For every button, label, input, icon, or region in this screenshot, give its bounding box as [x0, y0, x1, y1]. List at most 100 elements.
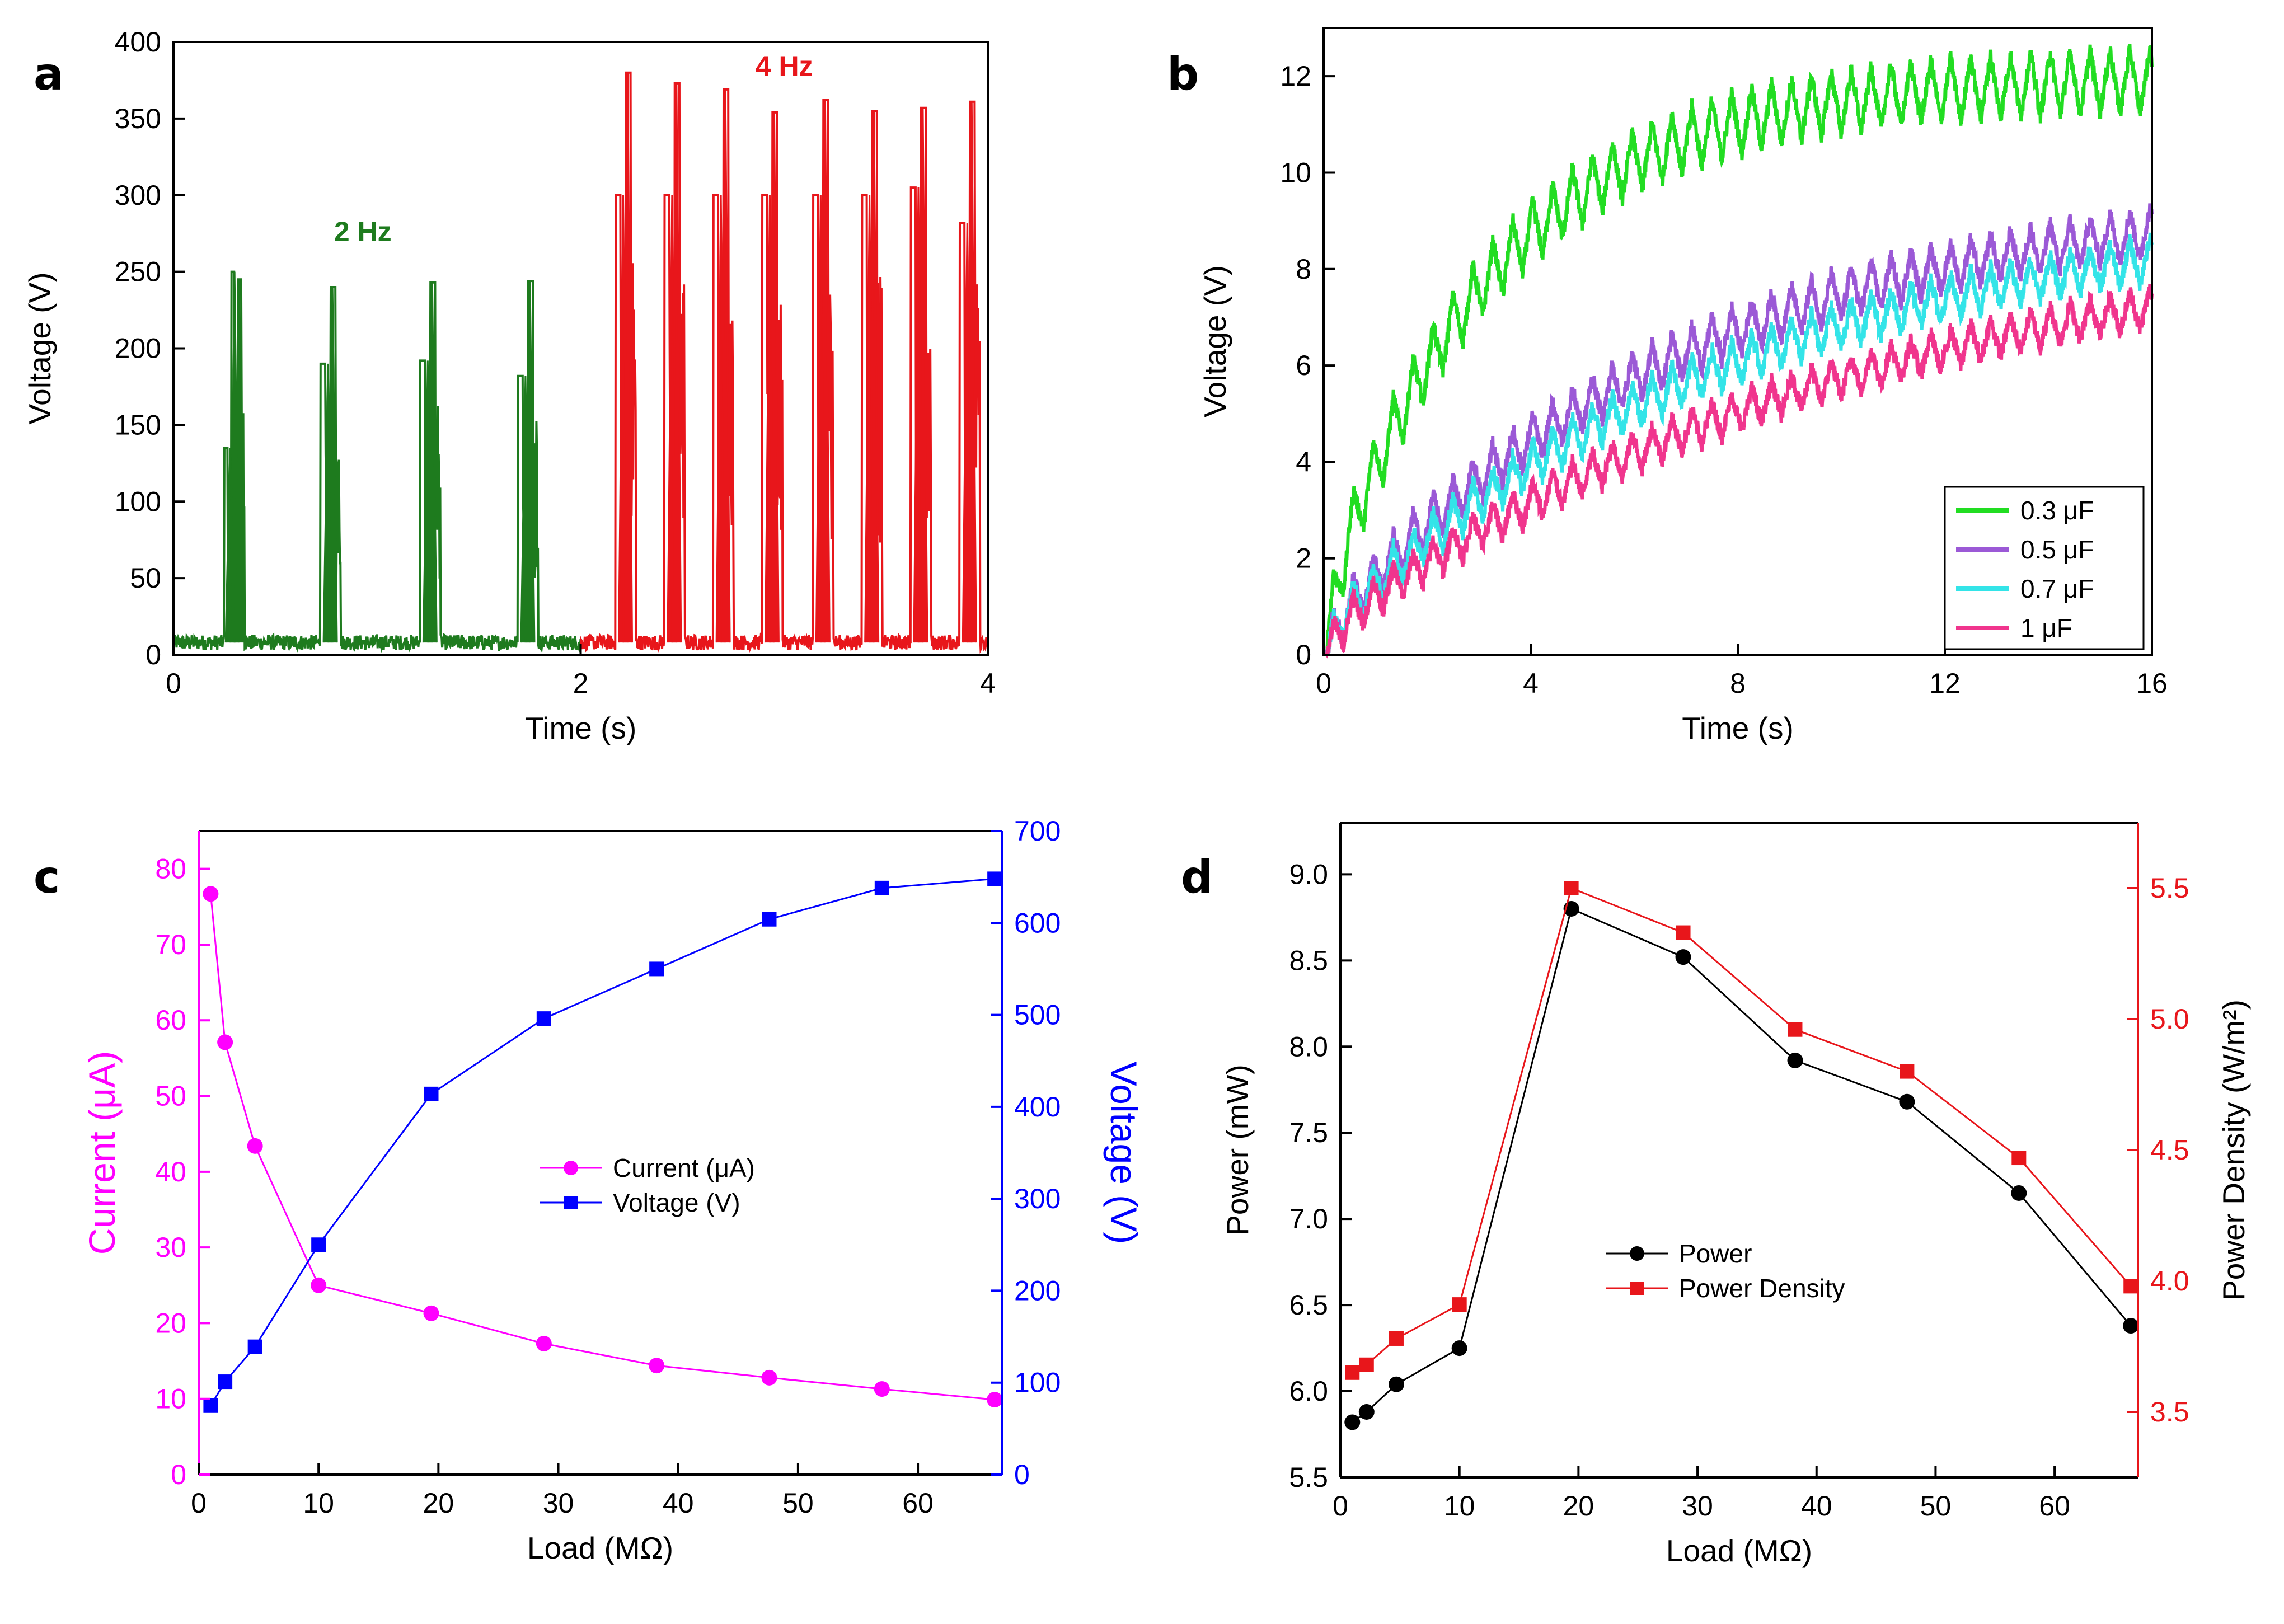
- legend-entry: 1 μF: [2020, 613, 2072, 642]
- panel-c-left-ytick-label: 50: [155, 1081, 186, 1112]
- panel-d-right-ytick-label: 5.5: [2150, 872, 2189, 904]
- panel-c-right-ytick-label: 0: [1014, 1459, 1030, 1490]
- data-point: [536, 1335, 552, 1351]
- pulse-peak: [233, 279, 245, 643]
- panel-a-panel-label: a: [34, 48, 64, 100]
- data-point: [1788, 1022, 1803, 1037]
- panel-a-ytick-label: 350: [115, 103, 161, 134]
- panel-c-xtick-label: 40: [663, 1487, 694, 1519]
- pulse-peak: [768, 112, 780, 643]
- panel-c-left-ytick-label: 80: [155, 853, 186, 885]
- panel-d-xtick-label: 20: [1563, 1490, 1594, 1522]
- data-point: [247, 1138, 263, 1154]
- panel-b: 0 4 8 12 16 0 2 4 6 8 10 12 0.3 μF 0.5 μF 0.7 μF 1 μF b T…: [1167, 27, 2168, 745]
- panel-c-left-ytick-label: 0: [171, 1459, 186, 1490]
- panel-b-xtick-label: 8: [1730, 668, 1746, 699]
- panel-c-xtick-label: 0: [191, 1487, 207, 1519]
- data-point: [424, 1086, 439, 1101]
- panel-a-ytick-label: 0: [146, 639, 161, 670]
- panel-c-left-ytick-label: 30: [155, 1232, 186, 1263]
- panel-c-xtick-label: 60: [902, 1487, 934, 1519]
- panel-d-xtick-label: 0: [1333, 1490, 1348, 1522]
- data-point: [761, 1369, 777, 1386]
- legend-swatch-marker: [564, 1161, 578, 1175]
- series-line-1: [1324, 44, 2154, 656]
- panel-c-left-ytick-label: 40: [155, 1156, 186, 1188]
- series-line-left: [209, 894, 995, 1401]
- data-point: [1451, 1340, 1467, 1357]
- panel-b-ytick-label: 4: [1296, 446, 1311, 477]
- legend-box: [1944, 486, 2145, 650]
- panel-a-xtick-label: 2: [573, 668, 589, 699]
- series-line-right: [210, 877, 995, 1406]
- panel-b-panel-label: b: [1167, 48, 1199, 100]
- panel-c-left-ytick-label: 70: [155, 929, 186, 960]
- panel-d-right-ytick-label: 5.0: [2150, 1003, 2189, 1035]
- pulse-peak: [819, 100, 831, 643]
- legend-entry: Power Density: [1679, 1274, 1845, 1303]
- data-point: [1564, 881, 1579, 895]
- panel-c-xtick-label: 10: [303, 1487, 334, 1519]
- panel-d-xtick-label: 30: [1682, 1490, 1713, 1522]
- panel-c-right-ytick-label: 300: [1014, 1183, 1061, 1214]
- data-point: [1899, 1093, 1915, 1110]
- panel-d-left-ytick-label: 8.5: [1289, 945, 1328, 976]
- pulse-peak: [671, 83, 682, 643]
- data-point: [1388, 1376, 1404, 1392]
- data-point: [987, 1392, 1003, 1408]
- data-point: [2011, 1151, 2027, 1166]
- panel-c-right-ytick-label: 200: [1014, 1275, 1061, 1306]
- panel-b-ytick-label: 12: [1280, 60, 1311, 92]
- panel-c: 0 10 20 30 40 50 60010203040506070800100200300…: [34, 815, 1145, 1565]
- panel-a-ytick-label: 100: [115, 486, 161, 517]
- panel-d-right-ytick-label: 4.0: [2150, 1265, 2189, 1297]
- data-point: [1676, 925, 1691, 940]
- panel-b-xaxis-label: Time (s): [1682, 711, 1794, 745]
- panel-d-xtick-label: 60: [2039, 1490, 2070, 1522]
- panel-a-ytick-label: 400: [115, 26, 161, 58]
- data-point: [649, 961, 664, 977]
- data-point: [203, 886, 219, 902]
- panel-c-left-yaxis-label: Current (μA): [81, 1051, 123, 1255]
- data-point: [649, 1358, 665, 1374]
- panel-c-right-ytick-label: 500: [1014, 999, 1061, 1031]
- legend-entry: Current (μA): [613, 1153, 755, 1182]
- legend-entry: 0.7 μF: [2020, 574, 2094, 603]
- pulse-peak: [869, 111, 880, 643]
- panel-d-xtick-label: 50: [1920, 1490, 1952, 1522]
- data-point: [1358, 1404, 1375, 1420]
- panel-a-ytick-label: 150: [115, 409, 161, 440]
- panel-c-xtick-label: 30: [543, 1487, 574, 1519]
- panel-c-xaxis-label: Load (MΩ): [527, 1531, 673, 1565]
- panel-d-left-yaxis-label: Power (mW): [1220, 1064, 1255, 1236]
- annotation-2hz: 2 Hz: [334, 216, 392, 247]
- data-point: [203, 1398, 218, 1413]
- pulse-peak: [426, 282, 438, 643]
- series-line-right: [1352, 886, 2132, 1374]
- panel-d-left-ytick-label: 7.5: [1289, 1117, 1328, 1148]
- panel-a-ytick-label: 300: [115, 180, 161, 211]
- pulse-peak: [622, 72, 634, 643]
- panel-d-right-ytick-label: 3.5: [2150, 1396, 2189, 1428]
- panel-b-xtick-label: 4: [1523, 668, 1539, 699]
- data-point: [1344, 1414, 1361, 1430]
- series-line-3: [1324, 232, 2154, 656]
- data-point: [874, 880, 889, 895]
- legend-entry: 0.3 μF: [2020, 496, 2094, 525]
- panel-d-left-ytick-label: 8.0: [1289, 1031, 1328, 1062]
- panel-c-right-ytick-label: 100: [1014, 1367, 1061, 1398]
- panel-b-ytick-label: 8: [1296, 254, 1311, 285]
- legend-entry: Power: [1679, 1239, 1752, 1268]
- series-line-2hz: [172, 270, 582, 653]
- panel-d-left-ytick-label: 7.0: [1289, 1203, 1328, 1235]
- data-point: [311, 1277, 327, 1293]
- panel-d-right-yaxis-label: Power Density (W/m²): [2216, 999, 2251, 1301]
- annotation-4hz: 4 Hz: [756, 50, 813, 82]
- panel-c-left-ytick-label: 60: [155, 1005, 186, 1036]
- data-point: [1900, 1064, 1915, 1079]
- data-point: [217, 1034, 233, 1050]
- legend-swatch-marker: [564, 1196, 578, 1209]
- panel-a-xtick-label: 4: [980, 668, 996, 699]
- panel-c-right-ytick-label: 400: [1014, 1091, 1061, 1123]
- panel-b-ytick-label: 2: [1296, 543, 1311, 574]
